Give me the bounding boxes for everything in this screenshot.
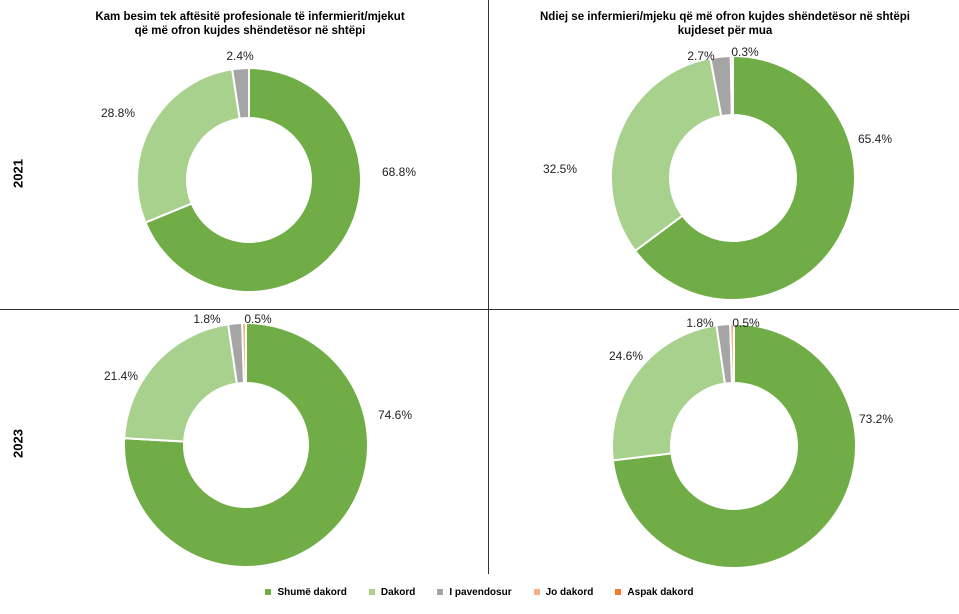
legend-item: Shumë dakord bbox=[265, 586, 347, 598]
data-label: 21.4% bbox=[104, 369, 138, 383]
legend-swatch bbox=[437, 589, 444, 595]
donut-charts-canvas: 68.8% 28.8% 2.4% 65.4% 32.5% 2.7% 0.3% 74.6% 21.… bbox=[101, 45, 893, 569]
donut-chart-2023-care: 73.2% 24.6% 1.8% 0.5% bbox=[609, 316, 893, 569]
donut-chart-2021-trust: 68.8% 28.8% 2.4% bbox=[101, 49, 416, 293]
donut-slice bbox=[611, 322, 857, 569]
data-label: 0.3% bbox=[731, 45, 759, 59]
right-title-line-1: Ndiej se infermieri/mjeku që më ofron ku… bbox=[539, 11, 911, 23]
data-label: 73.2% bbox=[859, 412, 893, 426]
right-column-title: Ndiej se infermieri/mjeku që më ofron ku… bbox=[500, 10, 950, 38]
legend-swatch bbox=[533, 589, 540, 595]
left-title-line-2: që më ofron kujdes shëndetësor në shtëpi bbox=[134, 25, 366, 37]
donut-slice bbox=[729, 322, 735, 385]
left-column-title: Kam besim tek aftësitë profesionale të i… bbox=[20, 10, 480, 38]
legend-swatch bbox=[368, 589, 375, 595]
legend-item: Dakord bbox=[368, 586, 416, 598]
legend-item: Aspak dakord bbox=[615, 586, 694, 598]
donut-slice bbox=[729, 54, 734, 117]
data-label: 32.5% bbox=[543, 162, 577, 176]
legend-label: I pavendosur bbox=[449, 586, 512, 598]
donut-slice bbox=[136, 68, 241, 224]
data-label: 0.5% bbox=[244, 312, 272, 326]
legend-label: Aspak dakord bbox=[627, 586, 694, 598]
donut-chart-2021-care: 65.4% 32.5% 2.7% 0.3% bbox=[543, 45, 892, 301]
donut-chart-2023-trust: 74.6% 21.4% 1.8% 0.5% bbox=[104, 312, 412, 568]
donut-slice bbox=[123, 323, 239, 443]
legend-item: I pavendosur bbox=[437, 586, 512, 598]
legend-label: Dakord bbox=[380, 586, 416, 598]
donut-slice bbox=[633, 54, 856, 301]
horizontal-divider bbox=[0, 309, 959, 310]
data-label: 0.5% bbox=[732, 316, 760, 330]
legend-item: Jo dakord bbox=[533, 586, 594, 598]
data-label: 1.8% bbox=[686, 316, 714, 330]
donut-slice bbox=[231, 66, 250, 120]
legend-swatch bbox=[265, 589, 272, 595]
data-label: 2.7% bbox=[687, 49, 715, 63]
data-label: 65.4% bbox=[858, 132, 892, 146]
data-label: 1.8% bbox=[193, 312, 221, 326]
donut-slice bbox=[241, 321, 247, 385]
legend-label: Shumë dakord bbox=[277, 586, 347, 598]
legend-label: Jo dakord bbox=[545, 586, 594, 598]
donut-slice bbox=[610, 56, 723, 253]
data-label: 74.6% bbox=[378, 408, 412, 422]
donut-slice bbox=[123, 321, 369, 568]
data-label: 68.8% bbox=[382, 165, 416, 179]
right-title-line-2: kujdeset për mua bbox=[677, 25, 773, 37]
donut-slice bbox=[144, 66, 362, 293]
data-label: 24.6% bbox=[609, 349, 643, 363]
left-title-line-1: Kam besim tek aftësitë profesionale të i… bbox=[95, 11, 405, 23]
donut-slice bbox=[611, 324, 727, 462]
data-label: 28.8% bbox=[101, 106, 135, 120]
legend-swatch bbox=[615, 589, 622, 595]
vertical-divider bbox=[488, 0, 489, 574]
data-label: 2.4% bbox=[226, 49, 254, 63]
legend: Shumë dakord Dakord I pavendosur Jo dakord A… bbox=[0, 583, 959, 601]
